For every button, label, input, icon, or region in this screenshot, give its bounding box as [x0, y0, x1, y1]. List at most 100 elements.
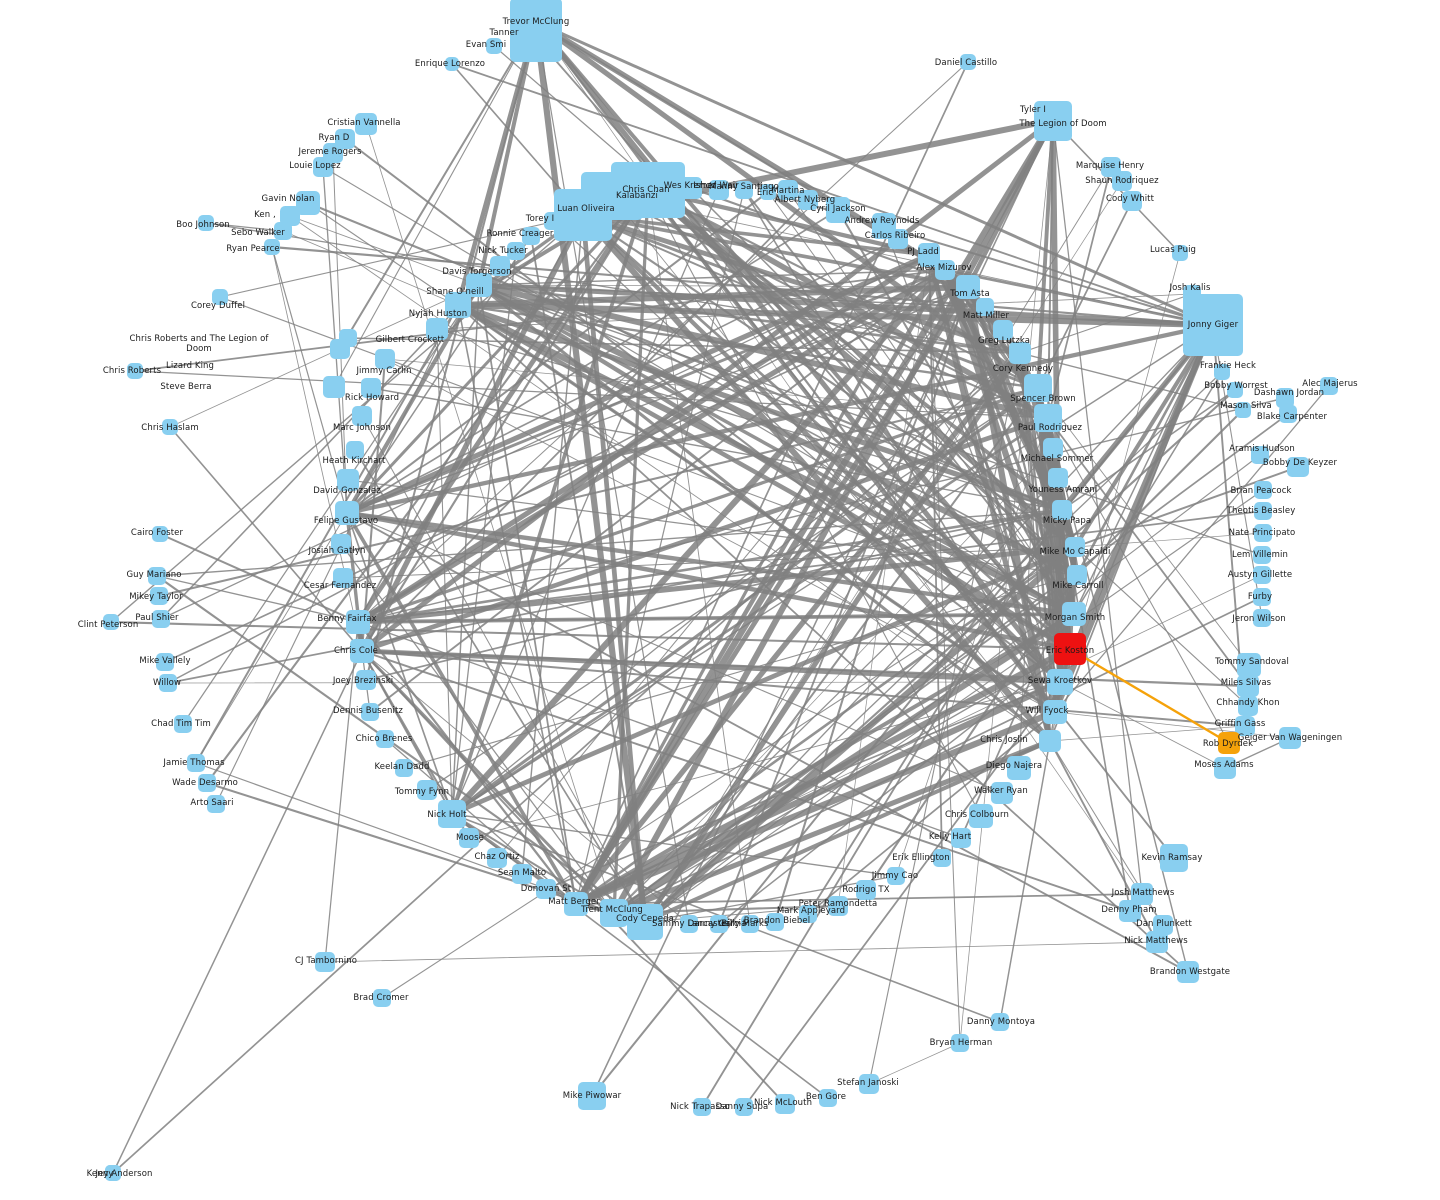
graph-node-chris-roberts[interactable] — [127, 363, 143, 379]
graph-node-peter-ramondetta[interactable] — [828, 896, 848, 916]
graph-node-brad-cromer[interactable] — [373, 989, 391, 1007]
graph-node-danny-montoya[interactable] — [991, 1013, 1009, 1031]
graph-node-gavin-nolan[interactable] — [296, 191, 320, 215]
graph-node-mark-appleyard[interactable] — [799, 905, 817, 923]
graph-node-wes-kremer[interactable] — [680, 177, 702, 199]
graph-node-lizard-king[interactable] — [330, 339, 350, 359]
graph-node-chico-brenes[interactable] — [376, 730, 394, 748]
graph-node-lucas-puig[interactable] — [1172, 245, 1188, 261]
graph-node-brian-peacock[interactable] — [1254, 481, 1272, 499]
graph-node-cj-tambornino[interactable] — [315, 952, 335, 972]
graph-node-davis-torgerson[interactable] — [490, 256, 510, 276]
graph-node-brandon-westgate[interactable] — [1177, 961, 1199, 983]
graph-node-cyril-jackson[interactable] — [826, 197, 850, 223]
graph-node-denny-pham[interactable] — [1119, 900, 1141, 922]
graph-node-morgan-smith[interactable] — [1062, 602, 1086, 626]
graph-node-nick-trapasso[interactable] — [693, 1098, 711, 1116]
graph-node-stefan-janoski[interactable] — [859, 1074, 879, 1094]
graph-node-cody-cepeda[interactable] — [627, 904, 663, 940]
graph-node-moose[interactable] — [459, 828, 479, 848]
graph-node-jeron-wilson[interactable] — [1253, 609, 1271, 627]
graph-node-miles-silvas[interactable] — [1237, 675, 1259, 697]
graph-node-ronnie-creager[interactable] — [522, 227, 540, 245]
graph-node-furby[interactable] — [1253, 588, 1271, 606]
graph-node-michael-sommer[interactable] — [1043, 438, 1063, 458]
graph-node-corey-duffel[interactable] — [212, 289, 228, 305]
graph-node-david-gonzalez[interactable] — [337, 469, 359, 491]
graph-node-eric[interactable] — [760, 184, 776, 200]
graph-node-dan-plunkett[interactable] — [1153, 915, 1173, 935]
graph-node-alex-mizurov[interactable] — [935, 260, 955, 280]
graph-node-chris-cole[interactable] — [350, 639, 374, 663]
graph-node-cesar-fernandez[interactable] — [333, 568, 353, 588]
graph-node-heath-kirchart[interactable] — [346, 441, 364, 459]
graph-node-greg-lutzka[interactable] — [993, 320, 1013, 340]
graph-node-danny-supa[interactable] — [735, 1098, 753, 1116]
graph-node-jonny-giger[interactable] — [1183, 294, 1243, 356]
graph-node-geiger-van-wageningen[interactable] — [1279, 727, 1301, 749]
graph-node-evan-smi[interactable] — [486, 38, 502, 54]
graph-node-sean-malto[interactable] — [512, 864, 532, 884]
graph-node-theotis-beasley[interactable] — [1254, 502, 1272, 520]
graph-node-boo-johnson[interactable] — [198, 215, 214, 231]
graph-node-ryan-pearce[interactable] — [264, 239, 280, 255]
graph-node-chaz-ortiz[interactable] — [487, 848, 507, 868]
graph-node-cristian-vannella[interactable] — [355, 113, 377, 135]
graph-node-youness-amrani[interactable] — [1048, 468, 1068, 488]
graph-node-cory-kennedy[interactable] — [1009, 342, 1031, 364]
graph-node-paul-shier[interactable] — [152, 610, 170, 628]
graph-node-manny-santiago[interactable] — [735, 181, 753, 199]
graph-node-ben-gore[interactable] — [819, 1089, 837, 1107]
graph-node-jamie-thomas[interactable] — [187, 754, 205, 772]
graph-node-donovan-st[interactable] — [536, 879, 556, 899]
graph-node-willow[interactable] — [159, 674, 177, 692]
graph-node-mikey-taylor[interactable] — [150, 587, 168, 605]
graph-node-sebo-walker[interactable] — [274, 222, 292, 240]
graph-node-josh-matthews[interactable] — [1131, 883, 1153, 905]
graph-node-josiah-gatlyn[interactable] — [331, 534, 351, 554]
graph-node-wade-desarmo[interactable] — [198, 774, 216, 792]
graph-node-shaun-rodriquez[interactable] — [1112, 171, 1132, 191]
graph-node-bobby-worrest[interactable] — [1227, 382, 1243, 398]
graph-node-josh-kalis[interactable] — [1183, 285, 1201, 303]
graph-node-enrique-lorenzo[interactable] — [445, 57, 459, 71]
graph-node-jey-anderson[interactable] — [105, 1165, 121, 1181]
graph-node-chris-joslin[interactable] — [1039, 730, 1061, 752]
graph-node-nick-holt[interactable] — [438, 800, 466, 828]
graph-node-louie-lopez[interactable] — [313, 157, 333, 177]
graph-node-steve-berra[interactable] — [323, 376, 345, 398]
graph-node-danny-garcia[interactable] — [710, 915, 728, 933]
graph-node-spencer-brown[interactable] — [1024, 374, 1052, 402]
graph-node-daniel-castillo[interactable] — [960, 54, 976, 70]
graph-node-nate-principato[interactable] — [1254, 524, 1272, 542]
graph-node-alec-majerus[interactable] — [1320, 377, 1338, 395]
graph-node-chhandy-khon[interactable] — [1238, 696, 1258, 716]
graph-node-rick-howard[interactable] — [361, 378, 381, 398]
graph-node-ken[interactable] — [280, 206, 300, 226]
graph-node-keelan-dadd[interactable] — [395, 759, 413, 777]
graph-node-ishod-wair[interactable] — [709, 180, 729, 200]
graph-node-walker-ryan[interactable] — [991, 782, 1013, 804]
graph-node-diego-najera[interactable] — [1007, 756, 1031, 780]
graph-node-brandon-biebel[interactable] — [766, 913, 784, 931]
graph-node-shane-o-neill[interactable] — [466, 273, 492, 297]
graph-node-will-fyock[interactable] — [1043, 700, 1067, 724]
graph-node-pj-ladd[interactable] — [918, 243, 940, 267]
graph-node-rob-dyrdek[interactable] — [1218, 732, 1240, 754]
graph-node-mike-vallely[interactable] — [156, 653, 174, 671]
graph-node-albert-nyberg[interactable] — [798, 190, 818, 210]
graph-node-nick-tucker[interactable] — [507, 242, 525, 260]
graph-node-joey-brezinski[interactable] — [356, 670, 376, 690]
graph-node-guy-mariano[interactable] — [148, 567, 166, 585]
graph-node-nyjah-huston[interactable] — [445, 292, 471, 318]
graph-node-tom-asta[interactable] — [956, 275, 980, 299]
graph-node-trent-mcclung[interactable] — [600, 899, 628, 927]
graph-node-nick-matthews[interactable] — [1146, 931, 1168, 953]
graph-node-tommy-fynn[interactable] — [417, 780, 437, 800]
graph-node-dashawn-jordan[interactable] — [1276, 388, 1294, 408]
graph-node-austyn-gillette[interactable] — [1253, 566, 1271, 584]
graph-node-frankie-heck[interactable] — [1214, 364, 1230, 380]
graph-node-griffin-gass[interactable] — [1235, 716, 1255, 736]
graph-node-micky-papa[interactable] — [1052, 500, 1072, 520]
graph-node-tommy-sandoval[interactable] — [1237, 653, 1261, 677]
